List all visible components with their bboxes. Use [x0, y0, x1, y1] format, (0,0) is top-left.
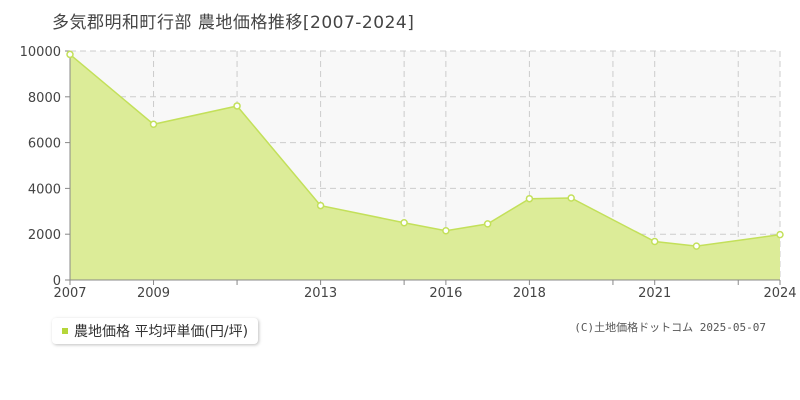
y-tick-label: 6000 — [28, 137, 61, 152]
data-point — [316, 201, 325, 210]
x-tick-label: 2018 — [513, 286, 546, 301]
x-tick-label: 2021 — [638, 286, 671, 301]
data-point — [400, 219, 408, 227]
area-fill — [70, 54, 780, 281]
chart-title: 多気郡明和町行部 農地価格推移[2007-2024] — [52, 13, 415, 33]
legend: 農地価格 平均坪単価(円/坪) — [52, 318, 259, 344]
data-point — [233, 102, 241, 110]
legend-swatch — [62, 328, 68, 334]
x-tick-label: 2009 — [137, 286, 170, 301]
x-tick-labels: 2007 2009 2013 2016 2018 2021 2024 — [53, 286, 796, 301]
credit-text: (C)土地価格ドットコム 2025-05-07 — [574, 321, 766, 334]
data-point — [567, 194, 575, 202]
data-point — [483, 220, 492, 228]
data-point — [442, 227, 450, 235]
data-point — [66, 50, 74, 59]
y-tick-label: 2000 — [28, 228, 61, 243]
data-point — [650, 237, 659, 246]
x-tick-label: 2013 — [304, 286, 337, 301]
data-point — [692, 242, 701, 250]
x-tick-label: 2016 — [429, 286, 462, 301]
y-tick-label: 8000 — [28, 91, 61, 106]
x-tick-label: 2024 — [763, 286, 796, 301]
y-tick-label: 4000 — [28, 182, 61, 197]
data-point — [525, 194, 534, 203]
data-points — [66, 50, 784, 250]
y-tick-labels: 0 2000 4000 6000 8000 10000 — [20, 45, 61, 289]
axes — [65, 50, 781, 285]
x-tick-label: 2007 — [53, 286, 86, 301]
data-point — [776, 230, 784, 239]
series-line — [69, 53, 781, 247]
y-tick-label: 0 — [53, 274, 61, 289]
y-tick-label: 10000 — [20, 45, 61, 60]
series-area — [69, 53, 781, 281]
data-point — [149, 120, 158, 129]
legend-label: 農地価格 平均坪単価(円/坪) — [74, 324, 249, 340]
